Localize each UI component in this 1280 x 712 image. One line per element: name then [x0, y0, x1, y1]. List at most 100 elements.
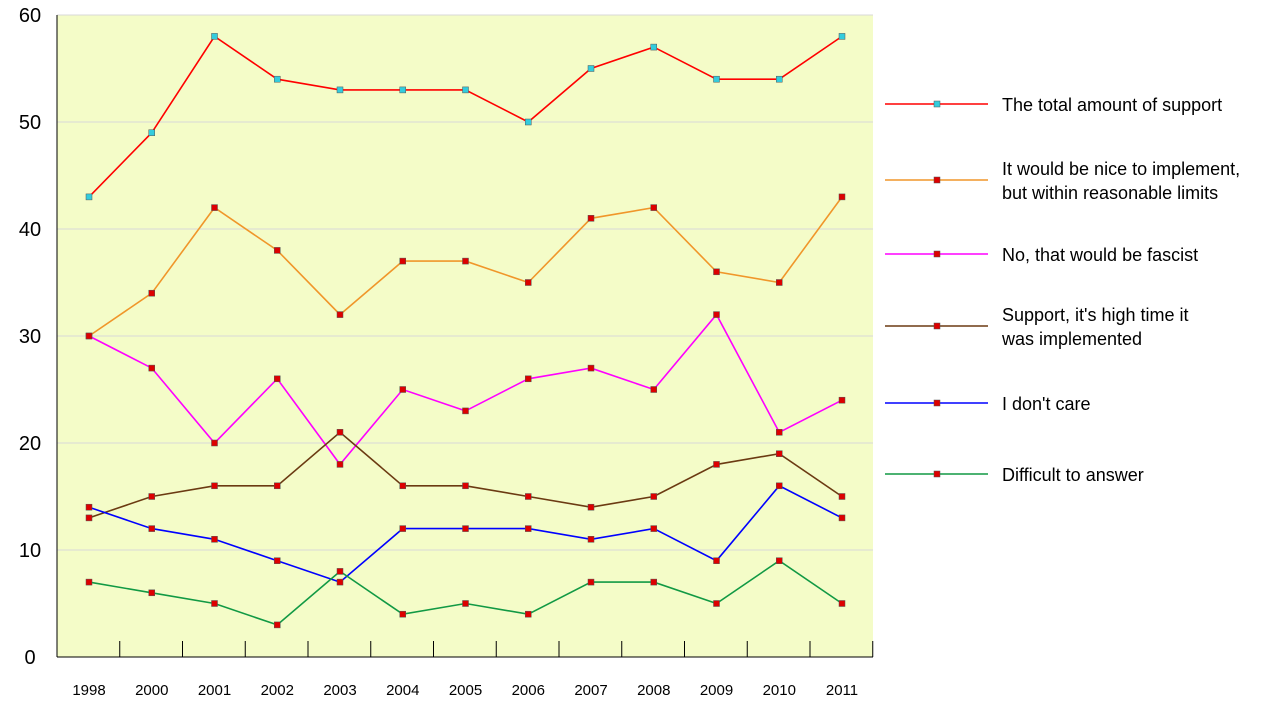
series-lines [85, 33, 846, 629]
legend-label-line: The total amount of support [1002, 95, 1222, 115]
data-point [462, 525, 469, 532]
data-point [462, 600, 469, 607]
y-tick-label: 10 [19, 540, 41, 562]
legend-label: Support, it's high time it was implemente… [1001, 305, 1189, 349]
data-point [650, 493, 657, 500]
data-point [650, 204, 657, 211]
legend: The total amount of support It would be n… [885, 95, 1240, 485]
data-point [148, 129, 155, 136]
data-point [336, 461, 344, 468]
x-tick-label: 2010 [763, 682, 796, 699]
x-tick-label: 2008 [637, 682, 670, 699]
data-point [650, 578, 657, 586]
data-point [399, 610, 406, 618]
series-group [85, 33, 846, 201]
data-point [713, 268, 720, 276]
legend-swatch-marker [933, 250, 941, 258]
data-point [776, 450, 783, 457]
y-tick-label: 60 [19, 5, 41, 27]
legend-item: I don't care [885, 394, 1091, 414]
data-point [336, 568, 344, 575]
x-tick-label: 2009 [700, 682, 733, 699]
data-point [274, 247, 281, 254]
x-tick-label: 2005 [449, 682, 482, 699]
data-point [587, 578, 595, 586]
axes [56, 15, 874, 658]
data-point [525, 375, 532, 383]
data-point [274, 557, 281, 564]
data-point [776, 557, 783, 564]
data-point [587, 65, 595, 72]
data-point [336, 429, 344, 436]
data-point [525, 525, 532, 532]
legend-swatch-marker [933, 470, 941, 478]
series-group [85, 482, 846, 586]
legend-label-line: I don't care [1002, 394, 1091, 414]
x-tick-label: 2000 [135, 682, 168, 699]
data-point [211, 204, 218, 211]
legend-label-line: No, that would be fascist [1002, 245, 1198, 265]
legend-item: The total amount of support [885, 95, 1222, 115]
legend-swatch-marker [933, 100, 941, 108]
data-point [336, 311, 344, 318]
data-point [713, 461, 720, 468]
legend-swatch-marker [933, 399, 941, 407]
data-point [462, 257, 469, 265]
legend-label: No, that would be fascist [1002, 245, 1198, 265]
data-point [85, 332, 93, 340]
data-point [336, 86, 344, 94]
data-point [525, 118, 532, 126]
data-point [85, 503, 93, 511]
data-point [838, 33, 846, 40]
data-point [148, 589, 155, 597]
series-group [85, 557, 846, 629]
legend-item: Difficult to answer [885, 465, 1144, 485]
data-point [587, 215, 595, 222]
legend-label-line: was implemented [1001, 329, 1142, 349]
data-point [211, 33, 218, 40]
data-point [525, 279, 532, 286]
data-point [85, 514, 93, 522]
legend-label: It would be nice to implement, but within… [1002, 159, 1240, 203]
data-point [148, 289, 155, 297]
x-tick-label: 2004 [386, 682, 419, 699]
series-group [85, 429, 846, 522]
legend-label-line: Difficult to answer [1002, 465, 1144, 485]
data-point [399, 86, 406, 94]
series-group [85, 193, 846, 340]
data-point [274, 621, 281, 629]
data-point [713, 600, 720, 607]
data-point [713, 557, 720, 564]
data-point [148, 493, 155, 500]
legend-label: I don't care [1002, 394, 1091, 414]
x-tick-label: 2003 [323, 682, 356, 699]
data-point [148, 525, 155, 532]
y-tick-label: 20 [19, 433, 41, 455]
x-tick-label: 2001 [198, 682, 231, 699]
data-point [838, 514, 846, 522]
y-tick-label: 30 [19, 326, 41, 348]
data-point [462, 482, 469, 490]
data-point [336, 578, 344, 586]
y-tick-label: 40 [19, 219, 41, 241]
data-point [713, 75, 720, 83]
data-point [85, 578, 93, 586]
x-tick-label: 2011 [826, 682, 858, 699]
data-point [211, 536, 218, 543]
data-point [211, 600, 218, 607]
legend-label-line: but within reasonable limits [1002, 183, 1218, 203]
legend-label: The total amount of support [1002, 95, 1222, 115]
data-point [525, 493, 532, 500]
x-axis-tick-labels: 1998 2000 2001 2002 2003 2004 2005 2006 2007 2008… [72, 682, 858, 699]
data-point [776, 75, 783, 83]
data-point [838, 193, 846, 201]
data-point [462, 86, 469, 94]
legend-label-line: Support, it's high time it [1002, 305, 1189, 325]
data-point [85, 193, 93, 201]
data-point [399, 257, 406, 265]
data-point [211, 439, 218, 447]
data-point [399, 386, 406, 393]
data-point [650, 43, 657, 51]
data-point [399, 525, 406, 532]
